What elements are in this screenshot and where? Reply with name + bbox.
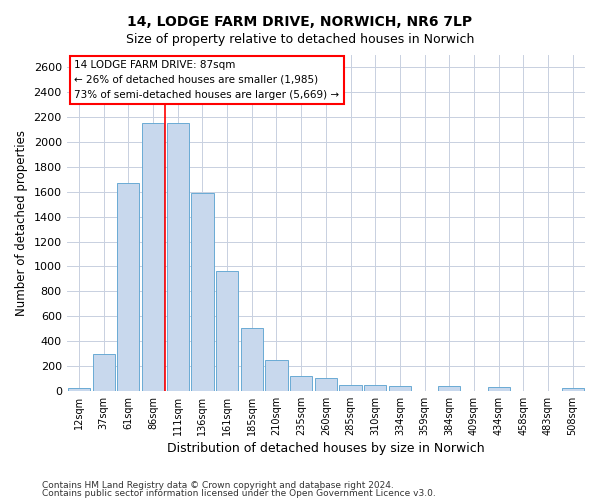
Bar xyxy=(265,360,287,391)
Bar xyxy=(117,183,139,391)
Bar xyxy=(191,193,214,391)
Bar xyxy=(167,124,189,391)
Bar xyxy=(438,386,460,391)
Bar xyxy=(389,386,411,391)
Bar xyxy=(290,376,312,391)
Bar xyxy=(315,378,337,391)
Y-axis label: Number of detached properties: Number of detached properties xyxy=(15,130,28,316)
Bar xyxy=(364,384,386,391)
Bar xyxy=(241,328,263,391)
Text: Contains HM Land Registry data © Crown copyright and database right 2024.: Contains HM Land Registry data © Crown c… xyxy=(42,480,394,490)
Text: 14 LODGE FARM DRIVE: 87sqm
← 26% of detached houses are smaller (1,985)
73% of s: 14 LODGE FARM DRIVE: 87sqm ← 26% of deta… xyxy=(74,60,340,100)
Bar xyxy=(488,387,510,391)
Bar xyxy=(216,272,238,391)
Bar xyxy=(340,384,362,391)
Text: Size of property relative to detached houses in Norwich: Size of property relative to detached ho… xyxy=(126,32,474,46)
Text: 14, LODGE FARM DRIVE, NORWICH, NR6 7LP: 14, LODGE FARM DRIVE, NORWICH, NR6 7LP xyxy=(127,15,473,29)
Bar xyxy=(92,354,115,391)
Text: Contains public sector information licensed under the Open Government Licence v3: Contains public sector information licen… xyxy=(42,490,436,498)
Bar xyxy=(142,124,164,391)
Bar xyxy=(68,388,90,391)
X-axis label: Distribution of detached houses by size in Norwich: Distribution of detached houses by size … xyxy=(167,442,485,455)
Bar xyxy=(562,388,584,391)
